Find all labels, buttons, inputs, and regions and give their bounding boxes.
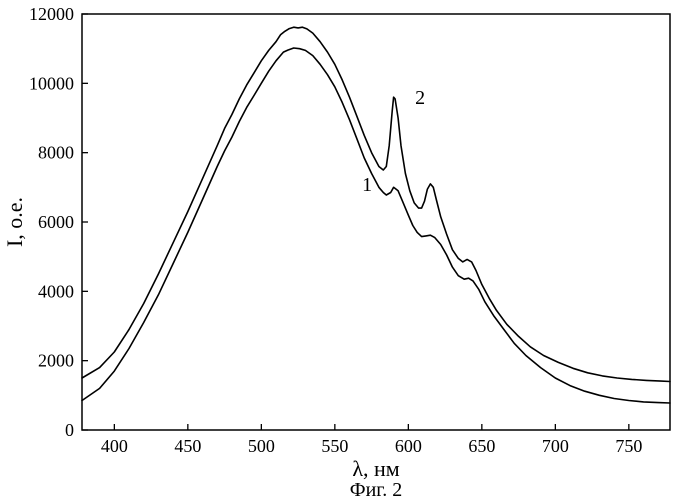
- x-tick-label: 700: [542, 436, 569, 456]
- x-tick-label: 500: [248, 436, 275, 456]
- chart-background: [0, 0, 689, 500]
- x-tick-label: 750: [615, 436, 642, 456]
- series-annotation: 2: [415, 87, 425, 109]
- series-annotation: 1: [362, 174, 372, 196]
- y-axis-label: I, о.е.: [2, 197, 27, 247]
- y-tick-label: 10000: [29, 73, 74, 93]
- x-axis-label: λ, нм: [352, 456, 399, 481]
- x-tick-label: 600: [395, 436, 422, 456]
- figure-caption: Фиг. 2: [350, 479, 402, 500]
- x-tick-label: 650: [468, 436, 495, 456]
- y-tick-label: 8000: [38, 143, 74, 163]
- y-tick-label: 4000: [38, 281, 74, 301]
- y-tick-label: 2000: [38, 351, 74, 371]
- y-tick-label: 12000: [29, 4, 74, 24]
- y-tick-label: 0: [65, 420, 74, 440]
- x-tick-label: 400: [101, 436, 128, 456]
- x-tick-label: 550: [321, 436, 348, 456]
- y-tick-label: 6000: [38, 212, 74, 232]
- x-tick-label: 450: [174, 436, 201, 456]
